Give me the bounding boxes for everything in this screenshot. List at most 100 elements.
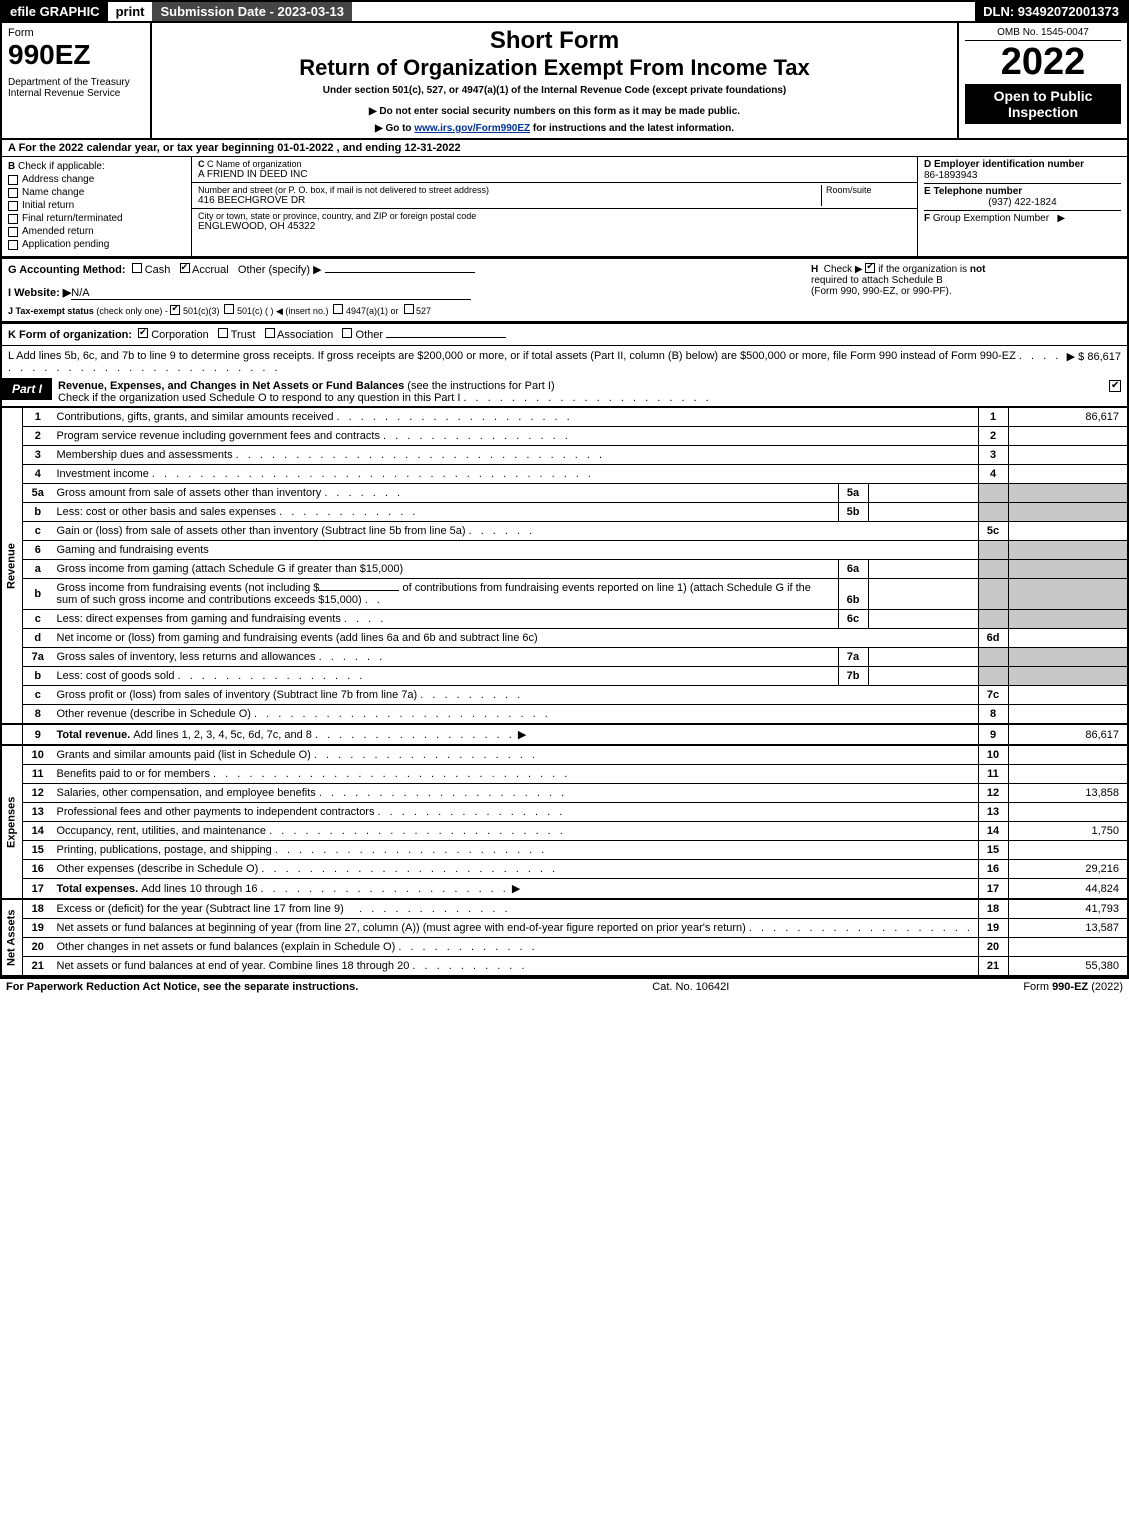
cb-amended-return[interactable]: [8, 227, 18, 237]
l5c-v: [1008, 522, 1128, 541]
lbl-assoc: Association: [277, 329, 333, 341]
part-1-note: (see the instructions for Part I): [407, 380, 554, 392]
row-k: K Form of organization: Corporation Trus…: [0, 323, 1129, 345]
l6b-t1: Gross income from fundraising events (no…: [57, 582, 320, 594]
cb-schedule-o[interactable]: [1109, 380, 1121, 392]
l2-t: Program service revenue including govern…: [57, 430, 380, 442]
part-1-title: Revenue, Expenses, and Changes in Net As…: [58, 380, 404, 392]
cb-501c[interactable]: [224, 304, 234, 314]
l5b-sn: 5b: [838, 503, 868, 522]
l5a-sn: 5a: [838, 484, 868, 503]
l19-v: 13,587: [1008, 919, 1128, 938]
l5b-sv: [868, 503, 978, 522]
city-label: City or town, state or province, country…: [198, 211, 911, 221]
l-amount: ▶ $ 86,617: [1067, 350, 1121, 374]
l6b-blank[interactable]: [319, 590, 399, 591]
h-label: H: [811, 264, 818, 275]
tel-label: E Telephone number: [924, 183, 1121, 197]
row-gih: G Accounting Method: Cash Accrual Other …: [0, 258, 1129, 323]
cb-final-return[interactable]: [8, 214, 18, 224]
h-text1: Check ▶: [824, 264, 863, 275]
l2-n: 2: [23, 427, 53, 446]
l6d-n: d: [23, 629, 53, 648]
other-org-line[interactable]: [386, 337, 506, 338]
l17-v: 44,824: [1008, 879, 1128, 900]
l18-n: 18: [23, 899, 53, 919]
other-specify-line[interactable]: [325, 272, 475, 273]
l5a-sv: [868, 484, 978, 503]
l6c-t: Less: direct expenses from gaming and fu…: [57, 613, 341, 625]
h-not: not: [970, 264, 986, 275]
l3-rn: 3: [978, 446, 1008, 465]
cb-other-org[interactable]: [342, 328, 352, 338]
l7a-n: 7a: [23, 648, 53, 667]
ein-label: D Employer identification number: [924, 159, 1121, 170]
k-label: K Form of organization:: [8, 329, 132, 341]
l8-v: [1008, 705, 1128, 725]
c-name-label: C C Name of organization: [198, 159, 911, 169]
row-a: A For the 2022 calendar year, or tax yea…: [0, 140, 1129, 157]
l13-t: Professional fees and other payments to …: [57, 806, 375, 818]
ein-value: 86-1893943: [924, 170, 1121, 181]
lbl-527: 527: [416, 306, 431, 316]
note-1: ▶ Do not enter social security numbers o…: [158, 106, 951, 117]
l7c-t: Gross profit or (loss) from sales of inv…: [57, 689, 418, 701]
l6a-n: a: [23, 560, 53, 579]
g-label: G Accounting Method:: [8, 264, 126, 276]
cb-initial-return[interactable]: [8, 201, 18, 211]
lbl-other: Other (specify) ▶: [238, 264, 322, 276]
l10-v: [1008, 745, 1128, 765]
l7a-sv: [868, 648, 978, 667]
l7b-t: Less: cost of goods sold: [57, 670, 175, 682]
l6-n: 6: [23, 541, 53, 560]
short-form-title: Short Form: [158, 27, 951, 55]
cb-name-change[interactable]: [8, 188, 18, 198]
cb-trust[interactable]: [218, 328, 228, 338]
l14-t: Occupancy, rent, utilities, and maintena…: [57, 825, 267, 837]
cb-cash[interactable]: [132, 263, 142, 273]
cb-assoc[interactable]: [265, 328, 275, 338]
l5a-t: Gross amount from sale of assets other t…: [57, 487, 322, 499]
l3-v: [1008, 446, 1128, 465]
l11-rn: 11: [978, 765, 1008, 784]
l20-v: [1008, 938, 1128, 957]
cb-527[interactable]: [404, 304, 414, 314]
l17-rn: 17: [978, 879, 1008, 900]
cb-corp[interactable]: [138, 328, 148, 338]
l10-n: 10: [23, 745, 53, 765]
l9-rn: 9: [978, 724, 1008, 745]
l6d-v: [1008, 629, 1128, 648]
l17-t2: Add lines 10 through 16: [141, 883, 257, 895]
cb-h[interactable]: [865, 263, 875, 273]
l5c-rn: 5c: [978, 522, 1008, 541]
org-name: A FRIEND IN DEED INC: [198, 169, 911, 180]
l5b-t: Less: cost or other basis and sales expe…: [57, 506, 277, 518]
cb-application-pending[interactable]: [8, 240, 18, 250]
cb-4947[interactable]: [333, 304, 343, 314]
l-text: L Add lines 5b, 6c, and 7b to line 9 to …: [8, 350, 1016, 362]
city-value: ENGLEWOOD, OH 45322: [198, 221, 911, 232]
l6a-sn: 6a: [838, 560, 868, 579]
lbl-cash: Cash: [145, 264, 171, 276]
lbl-corp: Corporation: [151, 329, 208, 341]
l9-t2: Add lines 1, 2, 3, 4, 5c, 6d, 7c, and 8: [133, 729, 312, 741]
irs-link[interactable]: www.irs.gov/Form990EZ: [414, 123, 530, 134]
l8-rn: 8: [978, 705, 1008, 725]
cb-address-change[interactable]: [8, 175, 18, 185]
print-button[interactable]: print: [108, 2, 153, 21]
l12-v: 13,858: [1008, 784, 1128, 803]
cb-501c3[interactable]: [170, 305, 180, 315]
l6c-sn: 6c: [838, 610, 868, 629]
l6b-sv: [868, 579, 978, 610]
part-1-header: Part I Revenue, Expenses, and Changes in…: [0, 378, 1129, 408]
row-g: G Accounting Method: Cash Accrual Other …: [8, 263, 811, 276]
l21-rn: 21: [978, 957, 1008, 977]
footer-right-pre: Form: [1023, 981, 1052, 993]
subtitle: Under section 501(c), 527, or 4947(a)(1)…: [158, 85, 951, 96]
l21-t: Net assets or fund balances at end of ye…: [57, 960, 410, 972]
cb-accrual[interactable]: [180, 263, 190, 273]
l15-v: [1008, 841, 1128, 860]
l12-rn: 12: [978, 784, 1008, 803]
l21-v: 55,380: [1008, 957, 1128, 977]
lbl-amended-return: Amended return: [22, 226, 94, 237]
